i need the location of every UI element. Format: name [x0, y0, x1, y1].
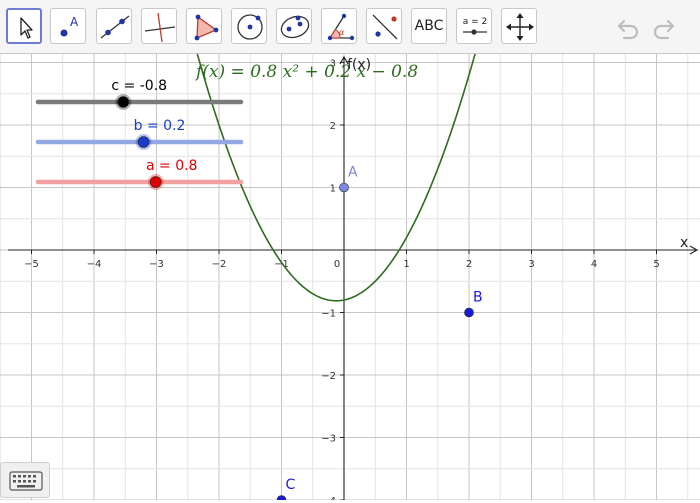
circle-center-point-icon: [237, 14, 263, 40]
line-tool[interactable]: [96, 8, 132, 44]
text-icon: ABC: [414, 18, 444, 34]
x-tick-label: −1: [274, 259, 289, 270]
y-tick-label: 1: [330, 184, 336, 195]
y-tick-label: −4: [321, 496, 336, 500]
slider-a[interactable]: a = 0.8: [35, 158, 244, 190]
slider-tool[interactable]: a = 2: [456, 8, 492, 44]
reflect-about-line-icon: [372, 14, 398, 40]
tick-labels: −5 −4 −3 −2 −1 0 1 2 3 4 5 1 2 3 −1 −2 −3 −4: [24, 59, 660, 501]
y-axis-arrow: [339, 55, 349, 65]
reflect-tool[interactable]: [366, 8, 402, 44]
conic-ellipse-tool[interactable]: [276, 8, 312, 44]
y-tick-label: −1: [321, 309, 336, 320]
ellipse-icon: [280, 15, 310, 39]
point-C-label: C: [286, 477, 296, 493]
y-tick-label: −3: [321, 434, 336, 445]
slider-a-label: a = 0.8: [146, 158, 197, 174]
polygon-icon: [194, 14, 219, 41]
point-B-label: B: [473, 290, 483, 306]
point-A-label: A: [348, 165, 358, 181]
x-tick-label: 2: [466, 259, 472, 270]
function-curve[interactable]: [138, 54, 549, 302]
x-tick-label: −4: [87, 259, 102, 270]
point-A-icon: A: [60, 15, 79, 37]
perpendicular-line-icon: [144, 12, 176, 43]
point-C[interactable]: C: [276, 477, 296, 501]
undo-icon[interactable]: [612, 12, 642, 42]
function-formula: f(x) = 0.8 x² + 0.2 x − 0.8: [194, 62, 418, 82]
slider-icon: a = 2: [463, 17, 488, 35]
line-through-points-icon: [100, 15, 130, 39]
slider-c-label: c = -0.8: [111, 78, 167, 94]
slider-b-label: b = 0.2: [134, 118, 186, 134]
axes: [8, 55, 699, 500]
slider-c-knob[interactable]: [117, 96, 130, 108]
x-tick-label: 5: [653, 259, 659, 270]
perpendicular-line-tool[interactable]: [141, 8, 177, 44]
slider-a-knob[interactable]: [149, 176, 162, 188]
slider-b[interactable]: b = 0.2: [35, 118, 244, 150]
angle-tool-label: α: [339, 28, 344, 37]
y-tick-label: 3: [330, 59, 336, 70]
slider-tool-label: a = 2: [463, 17, 488, 27]
point-B-marker[interactable]: [464, 307, 474, 318]
x-tick-label: 0: [334, 259, 340, 270]
x-tick-label: 3: [528, 259, 534, 270]
circle-center-point-tool[interactable]: [231, 8, 267, 44]
points: A B C: [276, 165, 483, 501]
keyboard-button[interactable]: [0, 462, 50, 498]
graphics-view[interactable]: −5 −4 −3 −2 −1 0 1 2 3 4 5 1 2 3 −1 −2 −3 −4 f(x) = 0.8 x…: [0, 54, 700, 500]
slider-b-knob[interactable]: [137, 136, 150, 148]
y-tick-label: 2: [330, 121, 336, 132]
cursor-arrow-icon: [20, 17, 33, 39]
move-tool[interactable]: [6, 8, 42, 44]
x-tick-label: −2: [212, 259, 227, 270]
x-axis-label: x: [680, 235, 688, 251]
text-tool[interactable]: ABC: [411, 8, 447, 44]
x-tick-label: 1: [403, 259, 409, 270]
x-axis-arrow: [689, 245, 699, 255]
grid-lines: [0, 54, 700, 500]
x-tick-label: −3: [149, 259, 164, 270]
y-axis-label: f(x): [347, 57, 371, 73]
point-tool-label: A: [70, 15, 79, 29]
point-A-marker[interactable]: [339, 182, 349, 193]
sliders: c = -0.8 b = 0.2 a = 0.8: [35, 78, 244, 190]
angle-tool[interactable]: α: [321, 8, 357, 44]
x-tick-label: −5: [24, 259, 39, 270]
point-tool[interactable]: A: [50, 8, 86, 44]
redo-icon[interactable]: [650, 12, 680, 42]
point-A[interactable]: A: [339, 165, 359, 193]
angle-icon: α: [327, 13, 355, 41]
y-tick-label: −2: [321, 371, 336, 382]
keyboard-icon: [9, 471, 43, 491]
point-C-marker[interactable]: [276, 495, 287, 501]
coordinate-plane[interactable]: −5 −4 −3 −2 −1 0 1 2 3 4 5 1 2 3 −1 −2 −3 −4 f(x) = 0.8 x…: [0, 54, 700, 500]
toolbar: A: [0, 0, 700, 54]
polygon-tool[interactable]: [186, 8, 222, 44]
move-graphics-view-tool[interactable]: [501, 8, 537, 44]
move-arrows-icon: [506, 13, 534, 41]
slider-c[interactable]: c = -0.8: [35, 78, 244, 110]
x-tick-label: 4: [591, 259, 597, 270]
point-B[interactable]: B: [464, 290, 483, 318]
